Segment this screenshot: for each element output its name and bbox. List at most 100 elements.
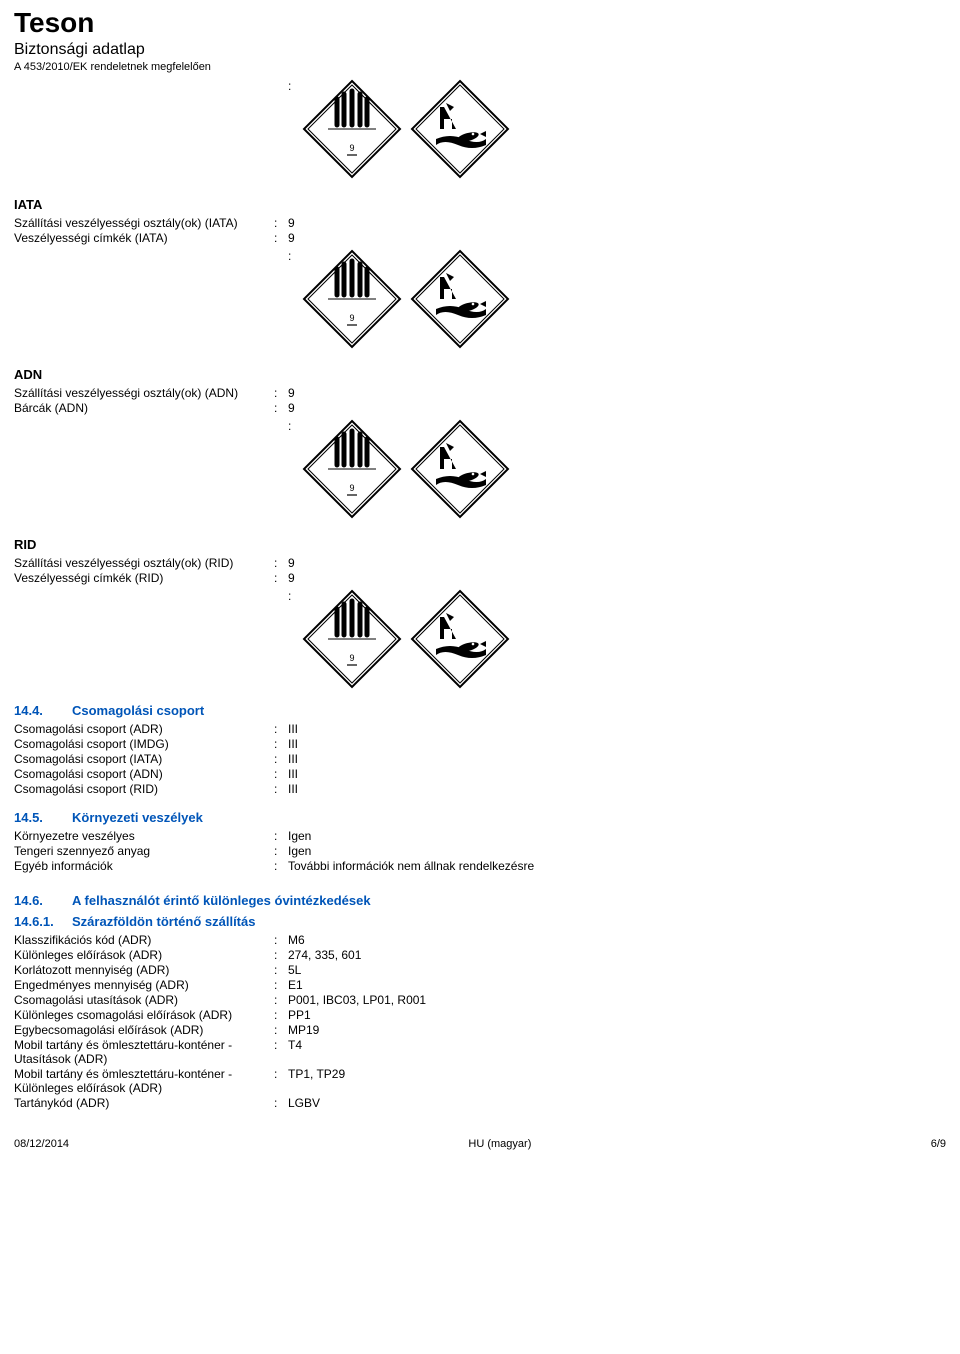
section-14-6-head: 14.6.A felhasználót érintő különleges óv… [14,893,946,908]
colon: : [274,1096,288,1110]
section-14-6-1-num: 14.6.1. [14,914,72,929]
row-value: III [288,737,946,751]
data-row: Környezetre veszélyes:Igen [14,829,946,843]
colon: : [274,948,288,962]
iata-heading: IATA [14,197,946,212]
row-label: Klasszifikációs kód (ADR) [14,933,274,947]
row-label: Egyéb információk [14,859,274,873]
data-row: Különleges csomagolási előírások (ADR):P… [14,1008,946,1022]
data-row: Csomagolási utasítások (ADR):P001, IBC03… [14,993,946,1007]
row-value: Igen [288,844,946,858]
data-row: Csomagolási csoport (ADR):III [14,722,946,736]
rid-heading: RID [14,537,946,552]
row-value: T4 [288,1038,946,1052]
section-14-4-title: Csomagolási csoport [72,703,204,718]
adn-placards-value: 9 [288,401,946,415]
colon: : [274,859,288,873]
row-value: 274, 335, 601 [288,948,946,962]
section-14-5-head: 14.5.Környezeti veszélyek [14,810,946,825]
svg-text:9: 9 [349,313,354,323]
data-row: Mobil tartány és ömlesztettáru-konténer … [14,1067,946,1095]
row-value: III [288,767,946,781]
data-row: Engedményes mennyiség (ADR):E1 [14,978,946,992]
row-label: Csomagolási csoport (IATA) [14,752,274,766]
page-regulation: A 453/2010/EK rendeletnek megfelelően [14,61,946,73]
colon: : [274,752,288,766]
data-row: Mobil tartány és ömlesztettáru-konténer … [14,1038,946,1066]
svg-text:9: 9 [349,143,354,153]
row-value: 5L [288,963,946,977]
section-14-6-title: A felhasználót érintő különleges óvintéz… [72,893,371,908]
colon: : [274,933,288,947]
section-14-6-num: 14.6. [14,893,72,908]
row-value: MP19 [288,1023,946,1037]
section-14-5-title: Környezeti veszélyek [72,810,203,825]
colon: : [274,978,288,992]
footer-lang: HU (magyar) [468,1138,531,1150]
row-label: Csomagolási csoport (ADR) [14,722,274,736]
adn-heading: ADN [14,367,946,382]
hazard-pictograms: 9 [302,249,510,349]
row-label: Csomagolási csoport (RID) [14,782,274,796]
rid-class-value: 9 [288,556,946,570]
colon: : [274,782,288,796]
row-value: PP1 [288,1008,946,1022]
adn-class-value: 9 [288,386,946,400]
data-row: Csomagolási csoport (ADN):III [14,767,946,781]
section-14-5-rows: Környezetre veszélyes:IgenTengeri szenny… [14,829,946,873]
row-label: Csomagolási csoport (ADN) [14,767,274,781]
row-value: E1 [288,978,946,992]
colon: : [274,722,288,736]
data-row: Csomagolási csoport (RID):III [14,782,946,796]
iata-section: IATA Szállítási veszélyességi osztály(ok… [14,197,946,245]
rid-section: RID Szállítási veszélyességi osztály(ok)… [14,537,946,585]
adn-class-label: Szállítási veszélyességi osztály(ok) (AD… [14,386,274,400]
row-value: Igen [288,829,946,843]
colon: : [288,79,302,93]
row-label: Mobil tartány és ömlesztettáru-konténer … [14,1067,274,1095]
rid-labels-label: Veszélyességi címkék (RID) [14,571,274,585]
hazard-pictograms: 9 [302,589,510,689]
data-row: Tengeri szennyező anyag:Igen [14,844,946,858]
section-14-5-num: 14.5. [14,810,72,825]
colon: : [274,1023,288,1037]
colon: : [274,737,288,751]
iata-labels-label: Veszélyességi címkék (IATA) [14,231,274,245]
colon: : [274,963,288,977]
row-value: III [288,782,946,796]
colon: : [274,844,288,858]
colon: : [288,589,302,603]
section-14-6-1-head: 14.6.1.Szárazföldön történő szállítás [14,914,946,929]
row-label: Egybecsomagolási előírások (ADR) [14,1023,274,1037]
rid-labels-value: 9 [288,571,946,585]
row-label: Különleges csomagolási előírások (ADR) [14,1008,274,1022]
adn-section: ADN Szállítási veszélyességi osztály(ok)… [14,367,946,415]
footer-page: 6/9 [931,1138,946,1150]
row-value: M6 [288,933,946,947]
row-value: III [288,752,946,766]
page-subtitle: Biztonsági adatlap [14,41,946,59]
row-value: LGBV [288,1096,946,1110]
row-value: P001, IBC03, LP01, R001 [288,993,946,1007]
page-title: Teson [14,8,946,39]
row-label: Tengeri szennyező anyag [14,844,274,858]
iata-labels-value: 9 [288,231,946,245]
row-value: További információk nem állnak rendelkez… [288,859,946,873]
data-row: Egyéb információk:További információk ne… [14,859,946,873]
row-label: Csomagolási utasítások (ADR) [14,993,274,1007]
colon: : [274,767,288,781]
section-14-4-rows: Csomagolási csoport (ADR):IIICsomagolási… [14,722,946,796]
data-row: Egybecsomagolási előírások (ADR):MP19 [14,1023,946,1037]
data-row: Korlátozott mennyiség (ADR):5L [14,963,946,977]
row-label: Környezetre veszélyes [14,829,274,843]
data-row: Tartánykód (ADR):LGBV [14,1096,946,1110]
colon: : [274,1008,288,1022]
footer-date: 08/12/2014 [14,1138,69,1150]
data-row: Csomagolási csoport (IMDG):III [14,737,946,751]
rid-class-label: Szállítási veszélyességi osztály(ok) (RI… [14,556,274,570]
svg-text:9: 9 [349,483,354,493]
colon: : [274,829,288,843]
page-footer: 08/12/2014 HU (magyar) 6/9 [14,1138,946,1150]
adn-placards-label: Bárcák (ADN) [14,401,274,415]
row-value: TP1, TP29 [288,1067,946,1081]
